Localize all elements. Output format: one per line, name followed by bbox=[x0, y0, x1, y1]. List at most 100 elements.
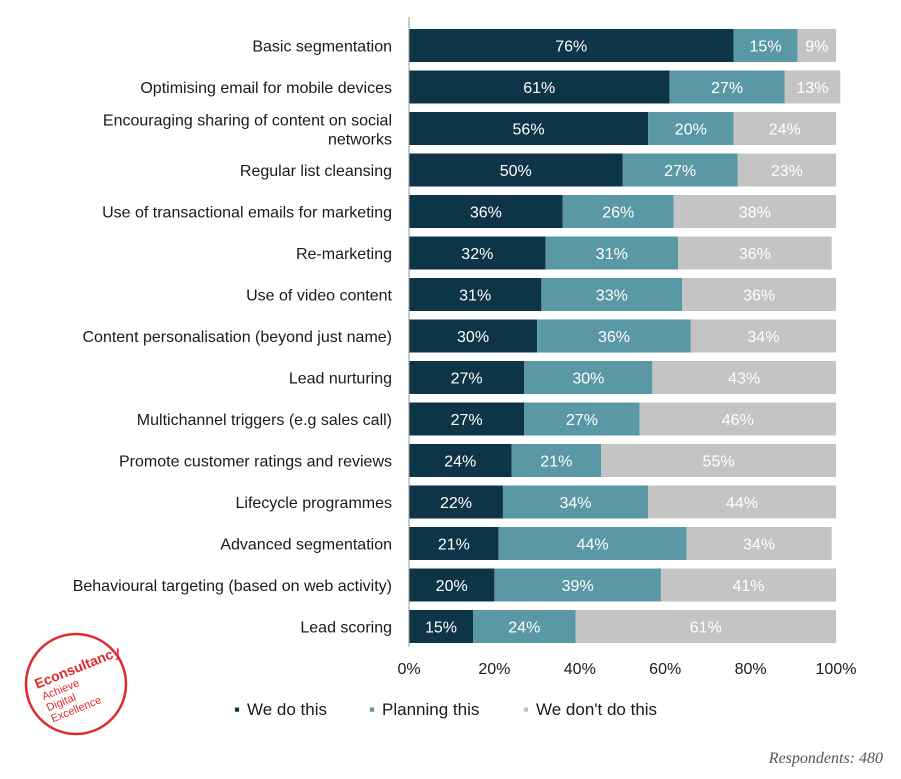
bar-segment-1 bbox=[409, 195, 563, 228]
category-label: Use of video content bbox=[246, 288, 392, 305]
data-label: 43% bbox=[728, 371, 760, 388]
bar-segment-3 bbox=[601, 444, 836, 477]
data-label: 31% bbox=[459, 288, 491, 305]
category-label: Basic segmentation bbox=[252, 39, 392, 56]
bar-segment-3 bbox=[652, 361, 836, 394]
category-label: Content personalisation (beyond just nam… bbox=[82, 329, 392, 346]
bar-segment-1 bbox=[409, 29, 734, 62]
legend-marker: ▪ bbox=[234, 700, 240, 719]
legend: ▪ We do this ▪ Planning this ▪ We don't do th… bbox=[234, 700, 657, 719]
data-label: 34% bbox=[560, 495, 592, 512]
category-label: Behavioural targeting (based on web acti… bbox=[73, 578, 392, 595]
bar-segment-1 bbox=[409, 319, 538, 353]
bar-segment-1 bbox=[409, 70, 670, 104]
legend-label: We don't do this bbox=[536, 700, 657, 719]
data-label: 22% bbox=[440, 495, 472, 512]
bar-segment-2 bbox=[502, 485, 649, 519]
data-label: 27% bbox=[566, 412, 598, 429]
category-label: Optimising email for mobile devices bbox=[140, 80, 392, 97]
bar-segment-3 bbox=[575, 610, 836, 643]
data-label: 24% bbox=[508, 620, 540, 637]
category-label: Re-marketing bbox=[296, 246, 392, 263]
legend-label: Planning this bbox=[382, 700, 479, 719]
x-tick-label: 60% bbox=[649, 661, 681, 678]
data-label: 21% bbox=[438, 537, 470, 554]
data-label: 36% bbox=[470, 205, 502, 222]
bar-segment-3 bbox=[648, 485, 836, 519]
data-label: 20% bbox=[436, 578, 468, 595]
bar-segment-2 bbox=[541, 278, 683, 311]
data-label: 23% bbox=[771, 163, 803, 180]
data-label: 15% bbox=[750, 39, 782, 56]
bar-segment-1 bbox=[409, 112, 649, 145]
bar-segment-1 bbox=[409, 278, 542, 311]
data-label: 27% bbox=[711, 80, 743, 97]
bar-segment-3 bbox=[682, 278, 836, 311]
bar-segment-2 bbox=[622, 153, 738, 187]
respondents-note: Respondents: 480 bbox=[768, 750, 883, 767]
bar-segment-3 bbox=[673, 195, 836, 228]
data-label: 21% bbox=[540, 454, 572, 471]
bar-segment-2 bbox=[545, 236, 679, 270]
bar-segment-3 bbox=[733, 112, 836, 145]
data-label: 20% bbox=[675, 122, 707, 139]
bar-segment-1 bbox=[409, 444, 512, 477]
category-label: Use of transactional emails for marketin… bbox=[102, 205, 392, 222]
data-label: 55% bbox=[703, 454, 735, 471]
data-label: 30% bbox=[572, 371, 604, 388]
legend-marker: ▪ bbox=[369, 700, 375, 719]
data-label: 56% bbox=[513, 122, 545, 139]
bar-segment-1 bbox=[409, 527, 499, 560]
data-label: 44% bbox=[726, 495, 758, 512]
bar-segment-2 bbox=[669, 70, 785, 104]
category-label: Regular list cleansing bbox=[240, 163, 392, 180]
category-labels: Basic segmentation Optimising email for m… bbox=[73, 39, 393, 637]
bar-segment-3 bbox=[737, 153, 836, 187]
data-label: 24% bbox=[769, 122, 801, 139]
data-label: 15% bbox=[425, 620, 457, 637]
data-label: 44% bbox=[577, 537, 609, 554]
data-label: 61% bbox=[690, 620, 722, 637]
data-label: 34% bbox=[743, 537, 775, 554]
bars: 76% 15% 9% 61% 27% 13% 56% 20% 24% 50% 27% 23% 36% 26… bbox=[409, 29, 841, 643]
bar-segment-2 bbox=[473, 610, 576, 643]
bar-segment-1 bbox=[409, 236, 546, 270]
x-tick-label: 100% bbox=[816, 661, 857, 678]
data-label: 13% bbox=[796, 80, 828, 97]
bar-segment-3 bbox=[660, 568, 836, 602]
legend-item: ▪ We don't do this bbox=[523, 700, 657, 719]
bar-segment-2 bbox=[494, 568, 661, 602]
bar-segment-1 bbox=[409, 402, 525, 436]
data-label: 61% bbox=[523, 80, 555, 97]
bar-segment-3 bbox=[797, 29, 836, 62]
bar-segment-3 bbox=[639, 402, 836, 436]
data-label: 34% bbox=[747, 329, 779, 346]
bar-segment-2 bbox=[511, 444, 602, 477]
legend-marker: ▪ bbox=[523, 700, 529, 719]
bar-segment-3 bbox=[784, 70, 841, 104]
x-axis-ticks: 0% 20% 40% 60% 80% 100% bbox=[397, 661, 856, 678]
category-label: Lead nurturing bbox=[289, 371, 392, 388]
data-label: 76% bbox=[555, 39, 587, 56]
data-label: 36% bbox=[598, 329, 630, 346]
bar-segment-3 bbox=[690, 319, 836, 353]
bar-segment-2 bbox=[537, 319, 691, 353]
data-label: 46% bbox=[722, 412, 754, 429]
data-label: 31% bbox=[596, 246, 628, 263]
category-label: Advanced segmentation bbox=[220, 537, 392, 554]
bar-segment-2 bbox=[733, 29, 798, 62]
bar-segment-1 bbox=[409, 361, 525, 394]
bar-segment-2 bbox=[498, 527, 687, 560]
x-tick-label: 0% bbox=[397, 661, 420, 678]
bar-segment-1 bbox=[409, 610, 474, 643]
category-label: Lifecycle programmes bbox=[236, 495, 393, 512]
bar-segment-1 bbox=[409, 153, 623, 187]
legend-item: ▪ Planning this bbox=[369, 700, 479, 719]
category-label: Promote customer ratings and reviews bbox=[119, 454, 392, 471]
category-label: Encouraging sharing of content on social… bbox=[103, 113, 392, 149]
category-label: Multichannel triggers (e.g sales call) bbox=[137, 412, 392, 429]
data-label: 24% bbox=[444, 454, 476, 471]
bar-segment-1 bbox=[409, 485, 503, 519]
x-tick-label: 80% bbox=[735, 661, 767, 678]
legend-label: We do this bbox=[247, 700, 327, 719]
